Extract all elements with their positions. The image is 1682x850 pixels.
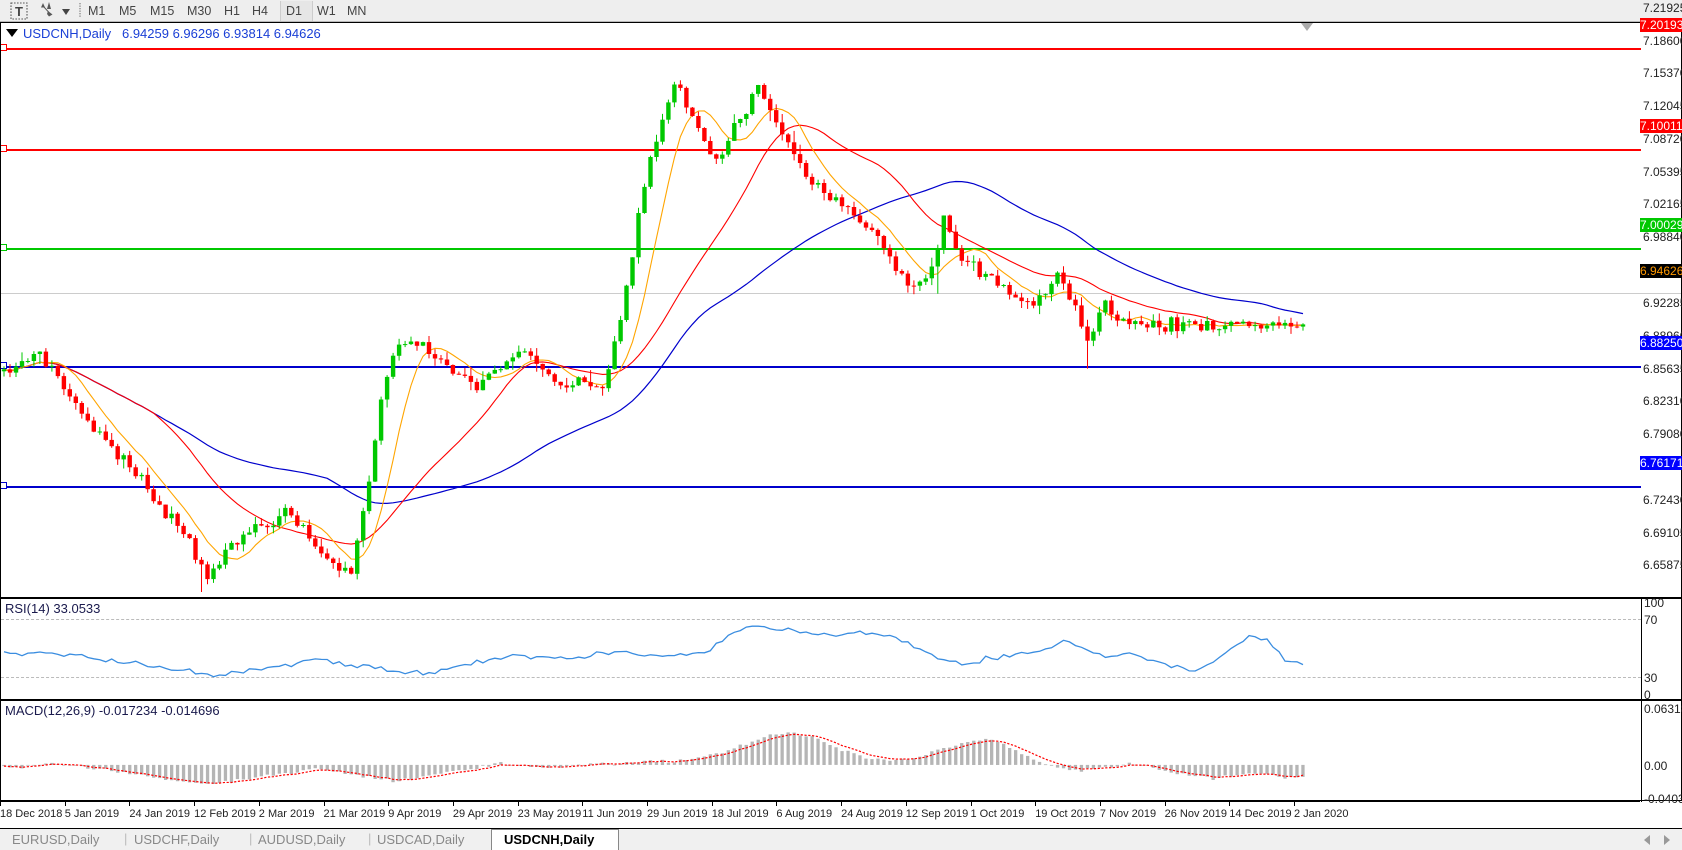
svg-text:T: T — [15, 4, 23, 19]
